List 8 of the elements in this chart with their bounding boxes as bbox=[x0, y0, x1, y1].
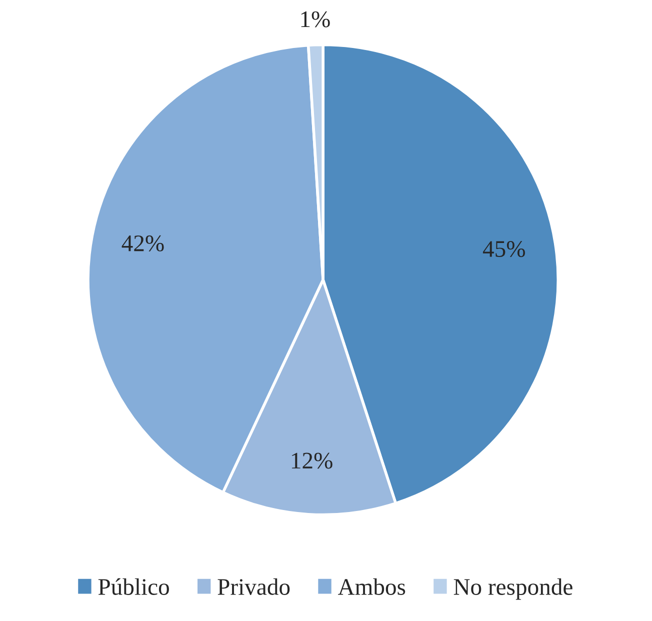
data-label: 1% bbox=[301, 11, 330, 28]
legend-label: No responde bbox=[454, 578, 572, 600]
legend-label: Público bbox=[98, 578, 169, 595]
legend-label: Ambos bbox=[338, 578, 406, 595]
data-label: 12% bbox=[292, 452, 332, 469]
legend-label: Privado bbox=[218, 578, 290, 595]
data-label: 45% bbox=[482, 241, 525, 258]
data-label: 42% bbox=[122, 235, 164, 252]
